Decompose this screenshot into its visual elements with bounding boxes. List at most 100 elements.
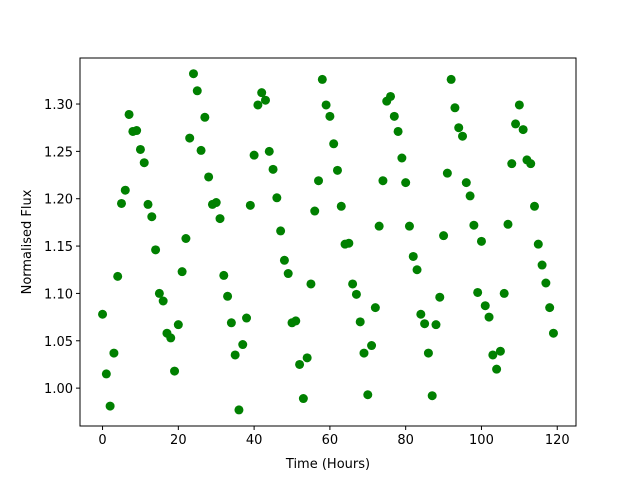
point bbox=[359, 348, 369, 358]
point bbox=[454, 123, 464, 133]
y-axis-label: Normalised Flux bbox=[20, 189, 35, 294]
y-tick-label: 1.00 bbox=[44, 382, 73, 397]
point bbox=[450, 103, 460, 113]
y-tick-label: 1.05 bbox=[44, 335, 73, 350]
point bbox=[389, 111, 399, 121]
point bbox=[378, 176, 388, 186]
point bbox=[234, 405, 244, 415]
point bbox=[230, 350, 240, 360]
point bbox=[431, 320, 441, 330]
point bbox=[101, 369, 111, 379]
point bbox=[249, 150, 259, 160]
point bbox=[332, 165, 342, 175]
y-tick-label: 1.25 bbox=[44, 145, 73, 160]
point bbox=[420, 319, 430, 329]
point bbox=[298, 394, 308, 404]
point bbox=[211, 198, 221, 208]
point bbox=[204, 172, 214, 182]
point bbox=[397, 153, 407, 163]
point bbox=[336, 201, 346, 211]
point bbox=[105, 401, 115, 411]
point bbox=[272, 193, 282, 203]
point bbox=[526, 159, 536, 169]
point bbox=[113, 271, 123, 281]
y-tick-label: 1.20 bbox=[44, 193, 73, 208]
point bbox=[124, 109, 134, 119]
point bbox=[226, 318, 236, 328]
point bbox=[260, 95, 270, 105]
point bbox=[143, 199, 153, 209]
point bbox=[242, 313, 252, 323]
point bbox=[306, 279, 316, 289]
point bbox=[314, 176, 324, 186]
point bbox=[215, 214, 225, 224]
point bbox=[279, 255, 289, 265]
point bbox=[196, 145, 206, 155]
point bbox=[533, 239, 543, 249]
point bbox=[416, 309, 426, 319]
point bbox=[404, 221, 414, 231]
point bbox=[321, 100, 331, 110]
x-tick-label: 0 bbox=[98, 433, 106, 448]
point bbox=[465, 191, 475, 201]
point bbox=[245, 200, 255, 210]
point bbox=[386, 91, 396, 101]
point bbox=[135, 144, 145, 154]
point bbox=[476, 236, 486, 246]
x-tick-label: 60 bbox=[322, 433, 339, 448]
point bbox=[427, 391, 437, 401]
point bbox=[492, 364, 502, 374]
point bbox=[132, 126, 142, 136]
point bbox=[147, 212, 157, 222]
point bbox=[363, 390, 373, 400]
point bbox=[408, 251, 418, 261]
point bbox=[461, 178, 471, 188]
x-tick-label: 80 bbox=[397, 433, 414, 448]
point bbox=[257, 88, 267, 98]
y-tick-label: 1.10 bbox=[44, 287, 73, 302]
point bbox=[166, 333, 176, 343]
point bbox=[344, 238, 354, 248]
point bbox=[302, 353, 312, 363]
point bbox=[401, 178, 411, 188]
y-tick-label: 1.30 bbox=[44, 98, 73, 113]
point bbox=[545, 303, 555, 313]
point bbox=[423, 348, 433, 358]
point bbox=[495, 346, 505, 356]
point bbox=[480, 301, 490, 311]
point bbox=[458, 131, 468, 141]
point bbox=[511, 119, 521, 129]
point bbox=[151, 245, 161, 255]
point bbox=[283, 269, 293, 279]
point bbox=[158, 296, 168, 306]
point bbox=[317, 74, 327, 84]
point bbox=[109, 348, 119, 358]
point bbox=[329, 139, 339, 149]
point bbox=[393, 126, 403, 136]
x-tick-label: 120 bbox=[545, 433, 570, 448]
x-axis-label: Time (Hours) bbox=[285, 457, 370, 472]
point bbox=[325, 111, 335, 121]
point bbox=[154, 288, 164, 298]
point bbox=[310, 206, 320, 216]
point bbox=[537, 260, 547, 270]
point bbox=[295, 359, 305, 369]
point bbox=[253, 100, 263, 110]
point bbox=[139, 158, 149, 168]
point bbox=[412, 265, 422, 275]
point bbox=[503, 219, 513, 229]
point bbox=[514, 100, 524, 110]
point bbox=[507, 159, 517, 169]
point bbox=[268, 164, 278, 174]
point bbox=[355, 317, 365, 327]
point bbox=[98, 309, 108, 319]
point bbox=[370, 303, 380, 313]
point bbox=[219, 270, 229, 280]
point bbox=[276, 226, 286, 236]
x-tick-label: 100 bbox=[469, 433, 494, 448]
x-tick-label: 20 bbox=[170, 433, 187, 448]
point bbox=[181, 233, 191, 243]
point bbox=[446, 74, 456, 84]
point bbox=[170, 366, 180, 376]
